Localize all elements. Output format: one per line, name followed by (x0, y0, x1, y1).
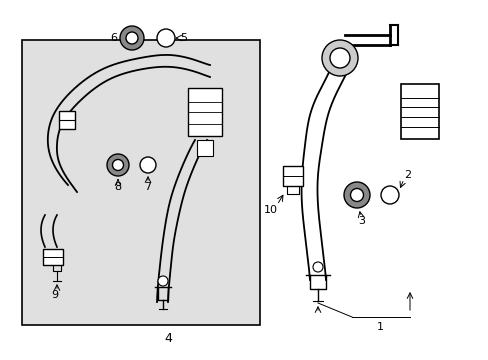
Text: 9: 9 (51, 290, 59, 300)
Circle shape (158, 276, 168, 286)
Bar (187, 88, 222, 136)
Circle shape (126, 32, 138, 44)
Bar (43, 249, 63, 265)
Circle shape (329, 48, 349, 68)
Bar (22, 40, 260, 325)
Bar (197, 140, 213, 156)
Text: 5: 5 (180, 33, 187, 43)
Bar (283, 166, 303, 186)
Circle shape (312, 262, 323, 272)
Circle shape (107, 154, 129, 176)
Text: 3: 3 (358, 216, 365, 226)
Circle shape (120, 26, 143, 50)
Circle shape (112, 159, 123, 171)
Bar (400, 84, 438, 139)
Bar (59, 111, 75, 129)
Circle shape (343, 182, 369, 208)
Text: 8: 8 (114, 182, 122, 192)
Text: 1: 1 (376, 322, 383, 332)
Text: 7: 7 (144, 182, 151, 192)
Circle shape (350, 189, 363, 202)
Circle shape (157, 29, 175, 47)
Text: 4: 4 (164, 332, 172, 345)
Circle shape (380, 186, 398, 204)
Text: 2: 2 (404, 170, 411, 180)
Circle shape (140, 157, 156, 173)
Circle shape (321, 40, 357, 76)
Text: 6: 6 (110, 33, 117, 43)
Text: 10: 10 (264, 205, 278, 215)
